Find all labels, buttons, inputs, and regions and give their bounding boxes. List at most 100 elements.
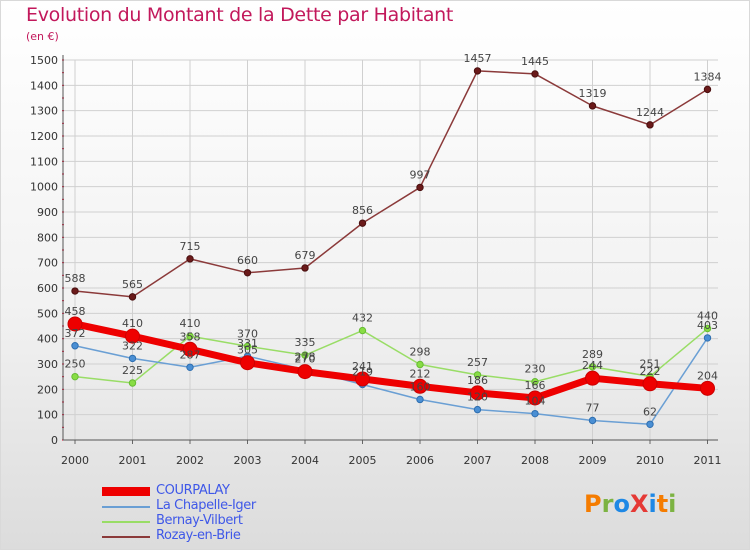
y-tick-label: 700 [37,257,58,270]
x-tick-label: 2004 [291,454,319,467]
logo-letter: P [584,490,602,518]
data-point [243,342,252,350]
data-point [700,380,715,396]
logo-letter: o [613,490,630,518]
data-label: 104 [525,395,546,408]
x-tick-label: 2009 [579,454,607,467]
legend-label-courpalay: COURPALAY [156,483,230,498]
data-label: 660 [237,254,258,267]
data-label: 289 [582,348,603,361]
data-label: 120 [467,391,488,404]
data-point [588,363,597,371]
data-label: 715 [180,240,201,253]
logo-letter: X [629,490,649,518]
data-label: 358 [180,330,201,343]
legend-label-la-chapelle-iger: La Chapelle-Iger [156,498,256,513]
data-point [416,360,424,369]
data-label: 997 [410,168,431,181]
data-label: 160 [410,380,431,393]
data-point [358,326,367,335]
data-point [470,385,485,401]
data-label: 410 [122,317,143,330]
y-tick-label: 1400 [30,79,58,92]
data-point [531,70,539,78]
x-tick-label: 2011 [694,454,722,467]
x-tick-label: 2000 [61,454,89,467]
series-line-rozay-en-brie [74,70,708,298]
y-tick-label: 400 [37,333,58,346]
data-label: 166 [525,379,546,392]
legend-swatch-bernay-vilbert [102,521,150,523]
x-tick-label: 2002 [176,454,204,467]
data-point [128,379,137,387]
data-point [128,354,137,363]
y-tick-label: 1000 [30,181,58,194]
data-point [186,363,194,371]
data-point [646,121,654,129]
y-tick-label: 1500 [30,54,58,67]
data-point [71,372,79,381]
y-tick-label: 900 [37,206,58,219]
data-label: 565 [122,278,143,291]
data-label: 588 [65,272,86,285]
data-point [703,85,712,94]
data-label: 77 [586,401,600,414]
legend-swatch-courpalay [102,487,150,496]
series-line-courpalay [74,320,708,402]
series-line-bernay-vilbert [74,327,708,384]
data-point [186,332,194,340]
data-point [358,219,367,227]
data-label: 241 [352,360,373,373]
data-point [128,293,137,301]
data-point [473,371,482,379]
data-point [646,420,654,428]
y-tick-label: 600 [37,282,58,295]
x-tick-label: 2008 [521,454,549,467]
data-point [588,416,597,425]
legend-label-bernay-vilbert: Bernay-Vilbert [156,513,243,528]
data-label: 679 [295,249,316,262]
data-label: 225 [122,364,143,377]
data-point [416,183,424,192]
x-tick-label: 2007 [464,454,492,467]
data-label: 1445 [521,55,549,68]
data-point [527,390,543,406]
data-point [473,405,482,414]
legend-label-rozay-en-brie: Rozay-en-Brie [156,528,241,543]
data-point [186,255,194,263]
data-point [71,287,79,295]
data-label: 305 [237,344,258,357]
data-label: 230 [525,363,546,376]
data-label: 186 [467,374,488,387]
data-label: 257 [467,356,488,369]
data-point [585,370,600,386]
x-tick-label: 2010 [636,454,664,467]
data-point [71,342,79,350]
data-point [703,334,712,342]
data-point [412,378,428,394]
data-label: 204 [697,369,718,382]
chart-subtitle: (en €) [26,30,59,43]
data-point [703,324,712,333]
data-point [473,67,482,75]
y-tick-label: 100 [37,409,58,422]
logo-letter: i [648,490,657,518]
data-label: 298 [410,346,431,359]
data-label: 287 [180,348,201,361]
y-tick-label: 800 [37,231,58,244]
data-point [125,328,140,344]
y-tick-label: 500 [37,307,58,320]
data-label: 212 [410,367,431,380]
x-tick-label: 2003 [234,454,262,467]
series-line-la-chapelle-iger [74,337,709,426]
data-point [67,316,83,332]
data-label: 432 [352,312,373,325]
data-point [531,409,539,418]
data-label: 856 [352,204,373,217]
data-point [355,371,370,387]
y-tick-label: 1200 [30,130,58,143]
data-label: 251 [640,357,661,370]
chart-title: Evolution du Montant de la Dette par Hab… [26,4,454,26]
data-point [642,376,658,392]
data-label: 1457 [464,52,492,65]
